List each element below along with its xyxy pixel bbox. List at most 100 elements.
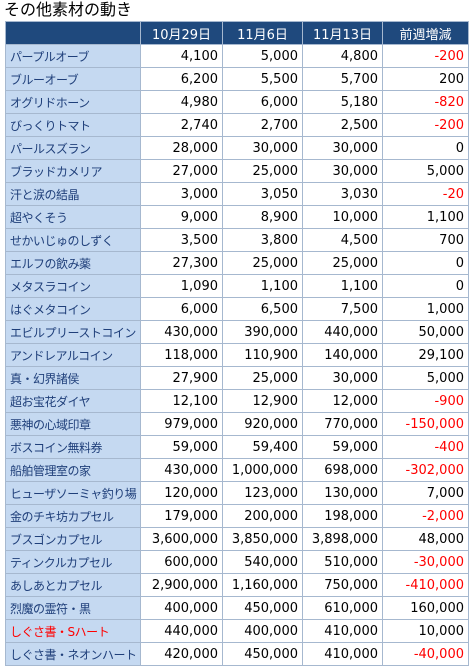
table-row: ブスゴンカプセル 3,600,000 3,850,000 3,898,000 48,00… bbox=[5, 527, 469, 551]
price-cell: 25,000 bbox=[222, 159, 303, 183]
price-cell: 1,100 bbox=[302, 274, 383, 298]
price-cell: 48,000 bbox=[382, 527, 469, 551]
price-cell: 30,000 bbox=[302, 159, 383, 183]
price-cell: 540,000 bbox=[222, 550, 303, 574]
price-cell: 6,200 bbox=[140, 67, 223, 91]
price-cell: 118,000 bbox=[140, 343, 223, 367]
item-name: びっくりトマト bbox=[5, 113, 141, 137]
price-cell: 440,000 bbox=[140, 619, 223, 643]
price-cell: 25,000 bbox=[222, 251, 303, 275]
price-cell: 440,000 bbox=[302, 320, 383, 344]
price-cell: -2,000 bbox=[382, 504, 469, 528]
price-cell: 200 bbox=[382, 67, 469, 91]
price-cell: 3,600,000 bbox=[140, 527, 223, 551]
table-row: パープルオーブ 4,100 5,000 4,800 -200 bbox=[5, 44, 469, 68]
item-name: ブスゴンカプセル bbox=[5, 527, 141, 551]
price-cell: -20 bbox=[382, 182, 469, 206]
price-cell: 12,100 bbox=[140, 389, 223, 413]
price-cell: 200,000 bbox=[222, 504, 303, 528]
column-header: 10月29日 bbox=[140, 21, 223, 45]
price-cell: 750,000 bbox=[302, 573, 383, 597]
price-cell: 0 bbox=[382, 274, 469, 298]
price-cell: 30,000 bbox=[222, 136, 303, 160]
price-cell: 510,000 bbox=[302, 550, 383, 574]
price-cell: 5,700 bbox=[302, 67, 383, 91]
price-table: 10月29日 11月6日 11月13日 前週増減 パープルオーブ 4,100 5,000 4… bbox=[5, 21, 469, 666]
price-cell: 430,000 bbox=[140, 320, 223, 344]
price-cell: 50,000 bbox=[382, 320, 469, 344]
header-row: 10月29日 11月6日 11月13日 前週増減 bbox=[5, 21, 469, 45]
price-cell: -200 bbox=[382, 44, 469, 68]
table-row: 超やくそう 9,000 8,900 10,000 1,100 bbox=[5, 205, 469, 229]
price-cell: 4,100 bbox=[140, 44, 223, 68]
table-row: しぐさ書・Sハート 440,000 400,000 410,000 10,000 bbox=[5, 619, 469, 643]
price-cell: 3,800 bbox=[222, 228, 303, 252]
price-cell: 140,000 bbox=[302, 343, 383, 367]
table-row: 汗と涙の結晶 3,000 3,050 3,030 -20 bbox=[5, 182, 469, 206]
price-cell: 30,000 bbox=[302, 366, 383, 390]
item-name: エルフの飲み薬 bbox=[5, 251, 141, 275]
price-cell: 0 bbox=[382, 136, 469, 160]
item-name: 超やくそう bbox=[5, 205, 141, 229]
price-cell: 6,500 bbox=[222, 297, 303, 321]
price-cell: -150,000 bbox=[382, 412, 469, 436]
table-row: ボスコイン無料券 59,000 59,400 59,000 -400 bbox=[5, 435, 469, 459]
item-name: オグリドホーン bbox=[5, 90, 141, 114]
table-row: せかいじゅのしずく 3,500 3,800 4,500 700 bbox=[5, 228, 469, 252]
price-cell: 29,100 bbox=[382, 343, 469, 367]
item-name: ブルーオーブ bbox=[5, 67, 141, 91]
price-cell: 1,000 bbox=[382, 297, 469, 321]
header-corner bbox=[5, 21, 141, 45]
item-name: ティンクルカプセル bbox=[5, 550, 141, 574]
price-cell: 430,000 bbox=[140, 458, 223, 482]
table-row: びっくりトマト 2,740 2,700 2,500 -200 bbox=[5, 113, 469, 137]
column-header: 前週増減 bbox=[382, 21, 469, 45]
item-name: 超お宝花ダイヤ bbox=[5, 389, 141, 413]
price-cell: 3,500 bbox=[140, 228, 223, 252]
price-cell: 0 bbox=[382, 251, 469, 275]
price-cell: 390,000 bbox=[222, 320, 303, 344]
item-name: 汗と涙の結晶 bbox=[5, 182, 141, 206]
item-name: 烈魔の霊符・黒 bbox=[5, 596, 141, 620]
item-name: 悪神の心域印章 bbox=[5, 412, 141, 436]
price-cell: 25,000 bbox=[302, 251, 383, 275]
price-cell: 179,000 bbox=[140, 504, 223, 528]
price-cell: -400 bbox=[382, 435, 469, 459]
price-cell: 6,000 bbox=[140, 297, 223, 321]
table-row: 船舶管理室の家 430,000 1,000,000 698,000 -302,000 bbox=[5, 458, 469, 482]
price-cell: 12,000 bbox=[302, 389, 383, 413]
price-cell: 400,000 bbox=[222, 619, 303, 643]
price-cell: 2,500 bbox=[302, 113, 383, 137]
price-cell: 920,000 bbox=[222, 412, 303, 436]
price-cell: 5,500 bbox=[222, 67, 303, 91]
price-cell: 27,000 bbox=[140, 159, 223, 183]
price-cell: 610,000 bbox=[302, 596, 383, 620]
item-name: アンドレアルコイン bbox=[5, 343, 141, 367]
price-cell: 27,300 bbox=[140, 251, 223, 275]
price-cell: 420,000 bbox=[140, 642, 223, 666]
price-cell: 1,000,000 bbox=[222, 458, 303, 482]
price-cell: 4,800 bbox=[302, 44, 383, 68]
item-name: せかいじゅのしずく bbox=[5, 228, 141, 252]
table-row: はぐメタコイン 6,000 6,500 7,500 1,000 bbox=[5, 297, 469, 321]
price-cell: 3,030 bbox=[302, 182, 383, 206]
item-name: ブラッドカメリア bbox=[5, 159, 141, 183]
item-name: しぐさ書・ネオンハート bbox=[5, 642, 141, 666]
price-cell: -900 bbox=[382, 389, 469, 413]
price-cell: 3,050 bbox=[222, 182, 303, 206]
price-cell: 5,000 bbox=[382, 366, 469, 390]
table-row: あしあとカプセル 2,900,000 1,160,000 750,000 -410,00… bbox=[5, 573, 469, 597]
price-cell: 400,000 bbox=[140, 596, 223, 620]
price-cell: 8,900 bbox=[222, 205, 303, 229]
price-cell: 1,100 bbox=[382, 205, 469, 229]
price-cell: 130,000 bbox=[302, 481, 383, 505]
price-cell: 2,700 bbox=[222, 113, 303, 137]
price-cell: 27,900 bbox=[140, 366, 223, 390]
item-name: パールスズラン bbox=[5, 136, 141, 160]
price-cell: 123,000 bbox=[222, 481, 303, 505]
price-cell: 979,000 bbox=[140, 412, 223, 436]
item-name: エビルプリーストコイン bbox=[5, 320, 141, 344]
item-name: 船舶管理室の家 bbox=[5, 458, 141, 482]
column-header: 11月6日 bbox=[222, 21, 303, 45]
